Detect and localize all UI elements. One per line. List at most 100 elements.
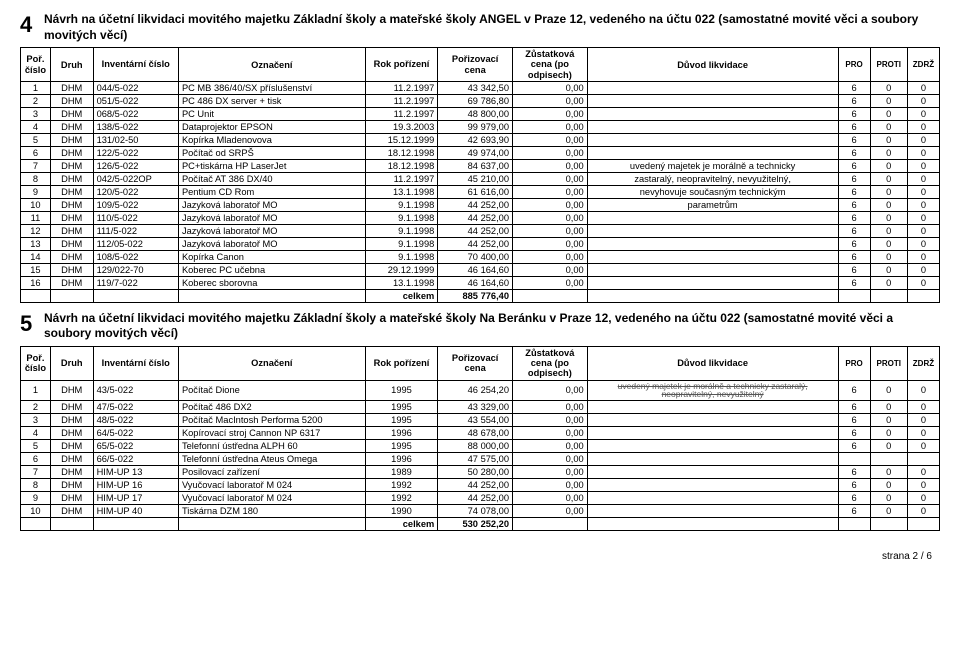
th-pro: PRO <box>838 48 870 82</box>
cell: 11.2.1997 <box>365 94 438 107</box>
cell: 0 <box>907 276 939 289</box>
cell: 1996 <box>365 452 438 465</box>
cell: 0 <box>907 107 939 120</box>
cell: 45 210,00 <box>438 172 513 185</box>
cell: 126/5-022 <box>93 159 178 172</box>
cell: 6 <box>838 504 870 517</box>
cell: 042/5-022OP <box>93 172 178 185</box>
cell: 0 <box>907 94 939 107</box>
cell: 0,00 <box>513 237 588 250</box>
cell: 044/5-022 <box>93 81 178 94</box>
cell: 0 <box>870 224 907 237</box>
cell: 18.12.1998 <box>365 146 438 159</box>
cell: 4 <box>21 426 51 439</box>
cell: 44 252,00 <box>438 198 513 211</box>
table-row: 2DHM47/5-022Počítač 486 DX2199543 329,00… <box>21 400 940 413</box>
table-row: 10DHM109/5-022Jazyková laboratoř MO9.1.1… <box>21 198 940 211</box>
cell: 109/5-022 <box>93 198 178 211</box>
cell <box>587 94 838 107</box>
cell <box>587 250 838 263</box>
cell: 0,00 <box>513 224 588 237</box>
cell: 6 <box>838 172 870 185</box>
cell: 0 <box>870 133 907 146</box>
cell: 5 <box>21 439 51 452</box>
th-poriz: Pořizovací cena <box>438 48 513 82</box>
cell: 0 <box>907 198 939 211</box>
cell: 0,00 <box>513 380 588 400</box>
cell: Počítač MacIntosh Performa 5200 <box>178 413 365 426</box>
cell: 16 <box>21 276 51 289</box>
cell: 6 <box>21 452 51 465</box>
cell: 0,00 <box>513 276 588 289</box>
cell: 0 <box>870 159 907 172</box>
cell: DHM <box>50 237 93 250</box>
cell: 0 <box>907 504 939 517</box>
cell: Telefonní ústředna Ateus Omega <box>178 452 365 465</box>
cell: 6 <box>838 146 870 159</box>
page-footer: strana 2 / 6 <box>20 551 940 562</box>
cell: 0 <box>870 478 907 491</box>
cell: DHM <box>50 250 93 263</box>
cell: 43 342,50 <box>438 81 513 94</box>
cell: 46 164,60 <box>438 263 513 276</box>
cell <box>587 146 838 159</box>
cell: 0 <box>907 491 939 504</box>
table4-head: Poř. číslo Druh Inventární číslo Označen… <box>21 48 940 82</box>
table-row: 7DHMHIM-UP 13Posilovací zařízení198950 2… <box>21 465 940 478</box>
table-row: 1DHM43/5-022Počítač Dione199546 254,200,… <box>21 380 940 400</box>
cell: Posilovací zařízení <box>178 465 365 478</box>
cell: 0 <box>870 413 907 426</box>
cell: PC 486 DX server + tisk <box>178 94 365 107</box>
th-inv: Inventární číslo <box>93 48 178 82</box>
cell: 74 078,00 <box>438 504 513 517</box>
table4: Poř. číslo Druh Inventární číslo Označen… <box>20 47 940 303</box>
cell: 13.1.1998 <box>365 276 438 289</box>
cell: 0 <box>907 439 939 452</box>
table5-head: Poř. číslo Druh Inventární číslo Označen… <box>21 347 940 381</box>
cell: DHM <box>50 133 93 146</box>
th-duvod: Důvod likvidace <box>587 48 838 82</box>
cell: 99 979,00 <box>438 120 513 133</box>
cell <box>587 120 838 133</box>
cell: 42 693,90 <box>438 133 513 146</box>
cell: 50 280,00 <box>438 465 513 478</box>
cell: Pentium CD Rom <box>178 185 365 198</box>
table5-body: 1DHM43/5-022Počítač Dione199546 254,200,… <box>21 380 940 530</box>
cell: 0,00 <box>513 478 588 491</box>
th-pro: PRO <box>838 347 870 381</box>
cell: 46 164,60 <box>438 276 513 289</box>
table-row: 3DHM068/5-022PC Unit11.2.199748 800,000,… <box>21 107 940 120</box>
cell: 6 <box>838 237 870 250</box>
th-druh: Druh <box>50 48 93 82</box>
cell: DHM <box>50 159 93 172</box>
cell <box>838 452 870 465</box>
table-row: 15DHM129/022-70Koberec PC učebna29.12.19… <box>21 263 940 276</box>
cell <box>587 133 838 146</box>
cell: 0 <box>870 491 907 504</box>
cell: 47/5-022 <box>93 400 178 413</box>
cell: 44 252,00 <box>438 478 513 491</box>
cell: 61 616,00 <box>438 185 513 198</box>
section4-title: Návrh na účetní likvidaci movitého majet… <box>44 12 940 43</box>
cell: 0,00 <box>513 133 588 146</box>
cell <box>587 491 838 504</box>
cell: 6 <box>838 478 870 491</box>
cell <box>907 452 939 465</box>
cell: 0,00 <box>513 146 588 159</box>
cell <box>587 276 838 289</box>
cell: 0,00 <box>513 120 588 133</box>
sum-label: celkem <box>365 289 438 302</box>
cell: 9.1.1998 <box>365 211 438 224</box>
cell: 138/5-022 <box>93 120 178 133</box>
cell: 0,00 <box>513 439 588 452</box>
cell: DHM <box>50 211 93 224</box>
cell: 6 <box>838 120 870 133</box>
cell: 18.12.1998 <box>365 159 438 172</box>
section5-title: Návrh na účetní likvidaci movitého majet… <box>44 311 940 342</box>
sum-row: celkem530 252,20 <box>21 517 940 530</box>
cell: 0 <box>870 380 907 400</box>
cell <box>587 224 838 237</box>
cell: 64/5-022 <box>93 426 178 439</box>
cell: DHM <box>50 380 93 400</box>
cell: 0 <box>907 413 939 426</box>
